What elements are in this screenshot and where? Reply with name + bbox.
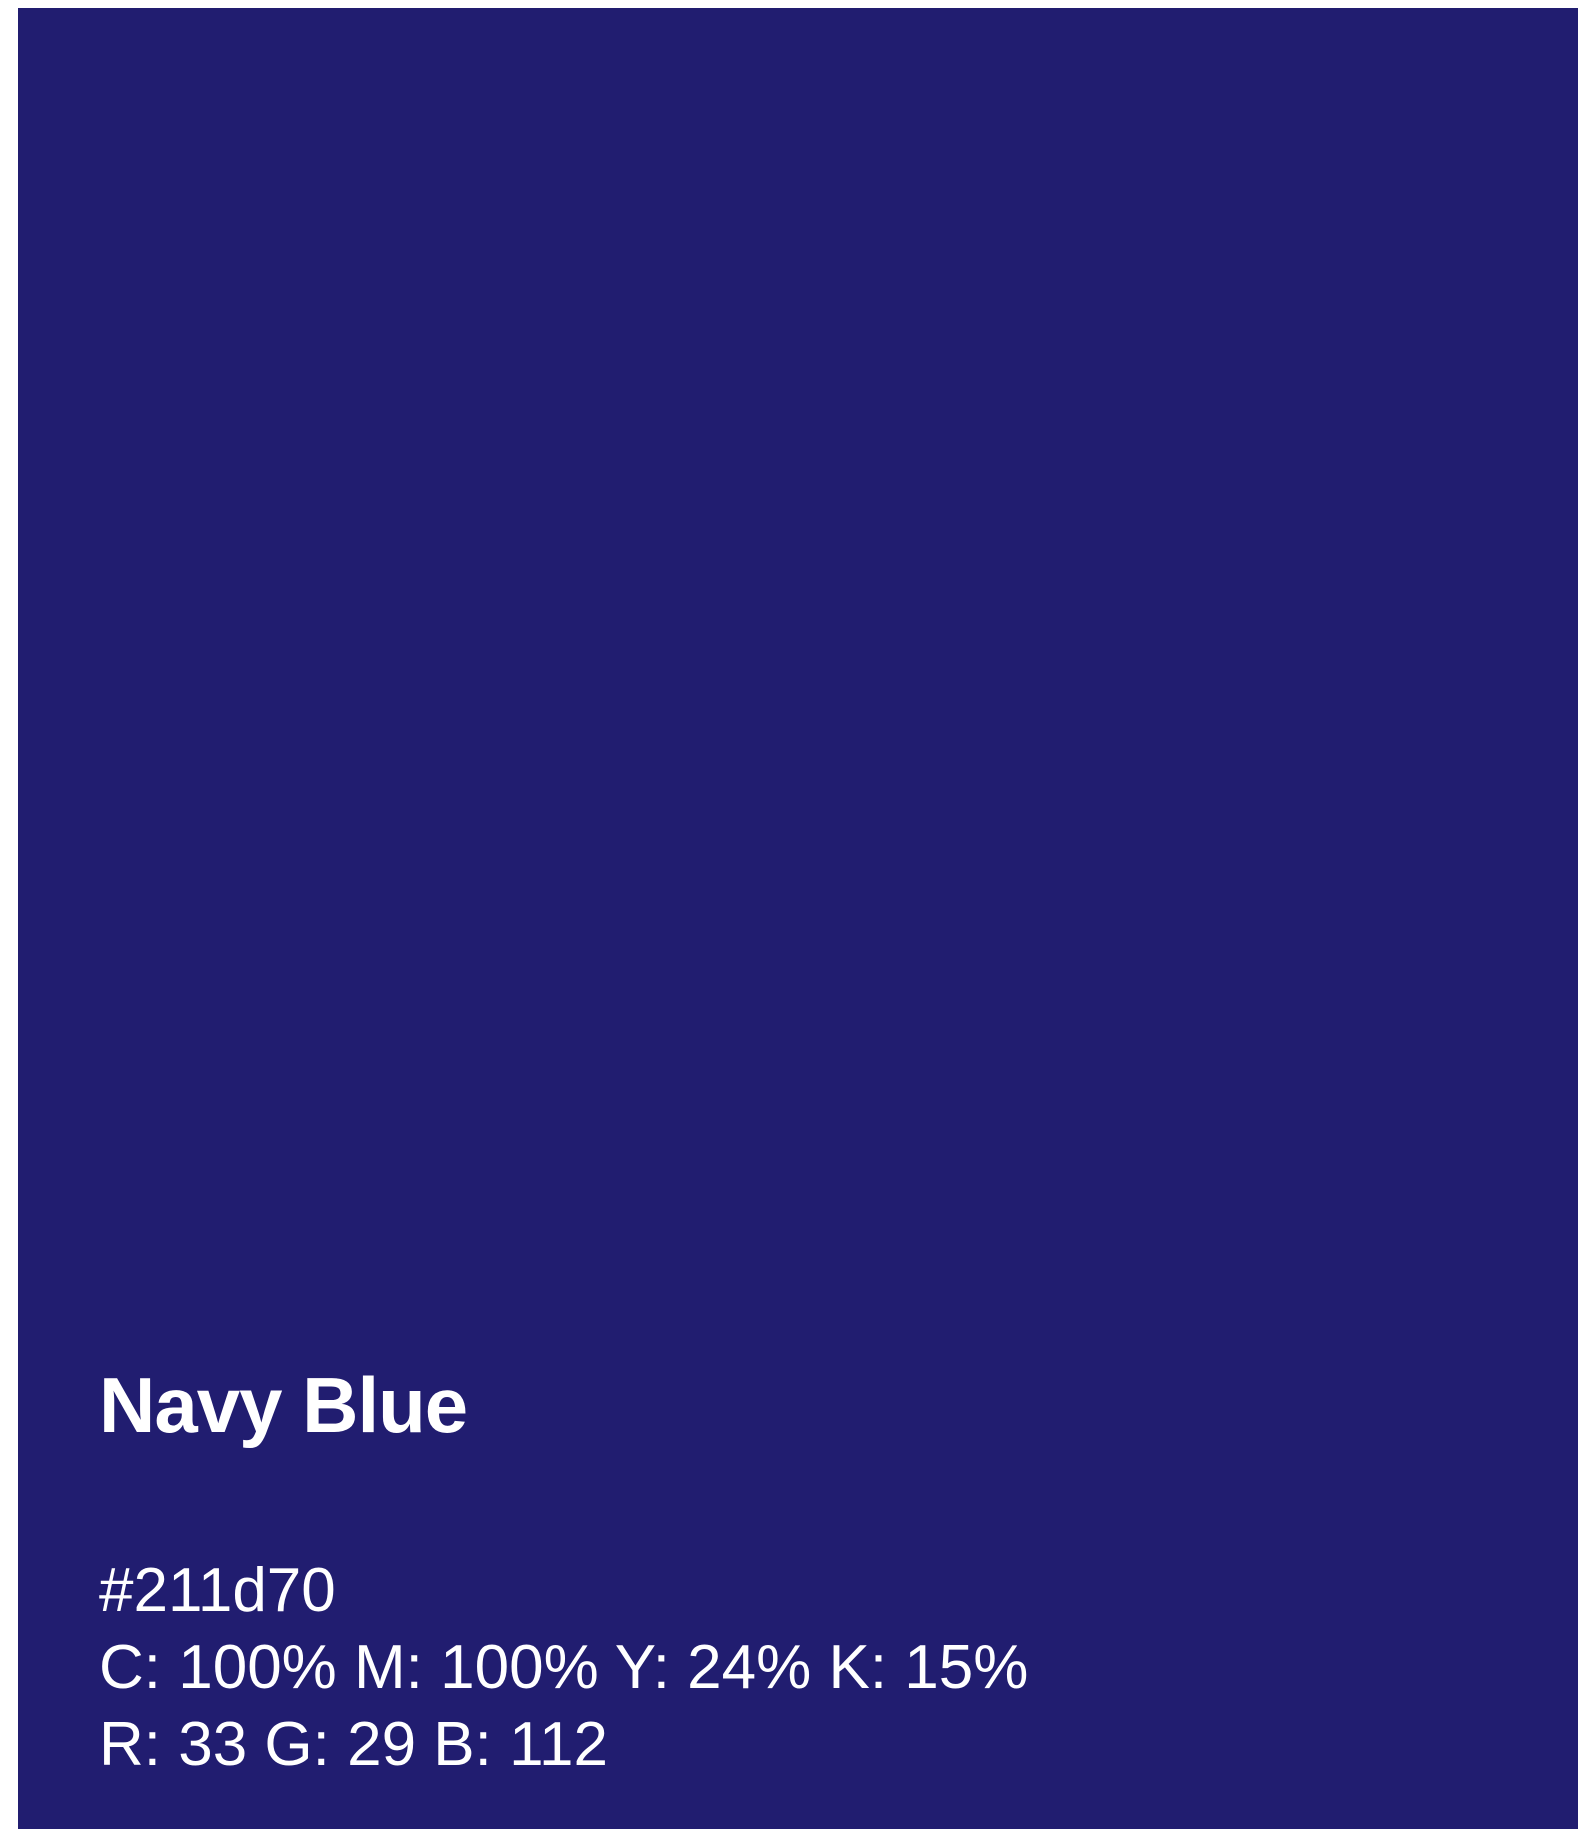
- color-codes: #211d70 C: 100% M: 100% Y: 24% K: 15% R:…: [99, 1552, 1028, 1783]
- color-name: Navy Blue: [99, 1361, 468, 1449]
- color-swatch-card: Navy Blue #211d70 C: 100% M: 100% Y: 24%…: [18, 8, 1578, 1829]
- cmyk-values: C: 100% M: 100% Y: 24% K: 15%: [99, 1633, 1029, 1702]
- hex-code: #211d70: [99, 1556, 336, 1625]
- rgb-values: R: 33 G: 29 B: 112: [99, 1710, 608, 1779]
